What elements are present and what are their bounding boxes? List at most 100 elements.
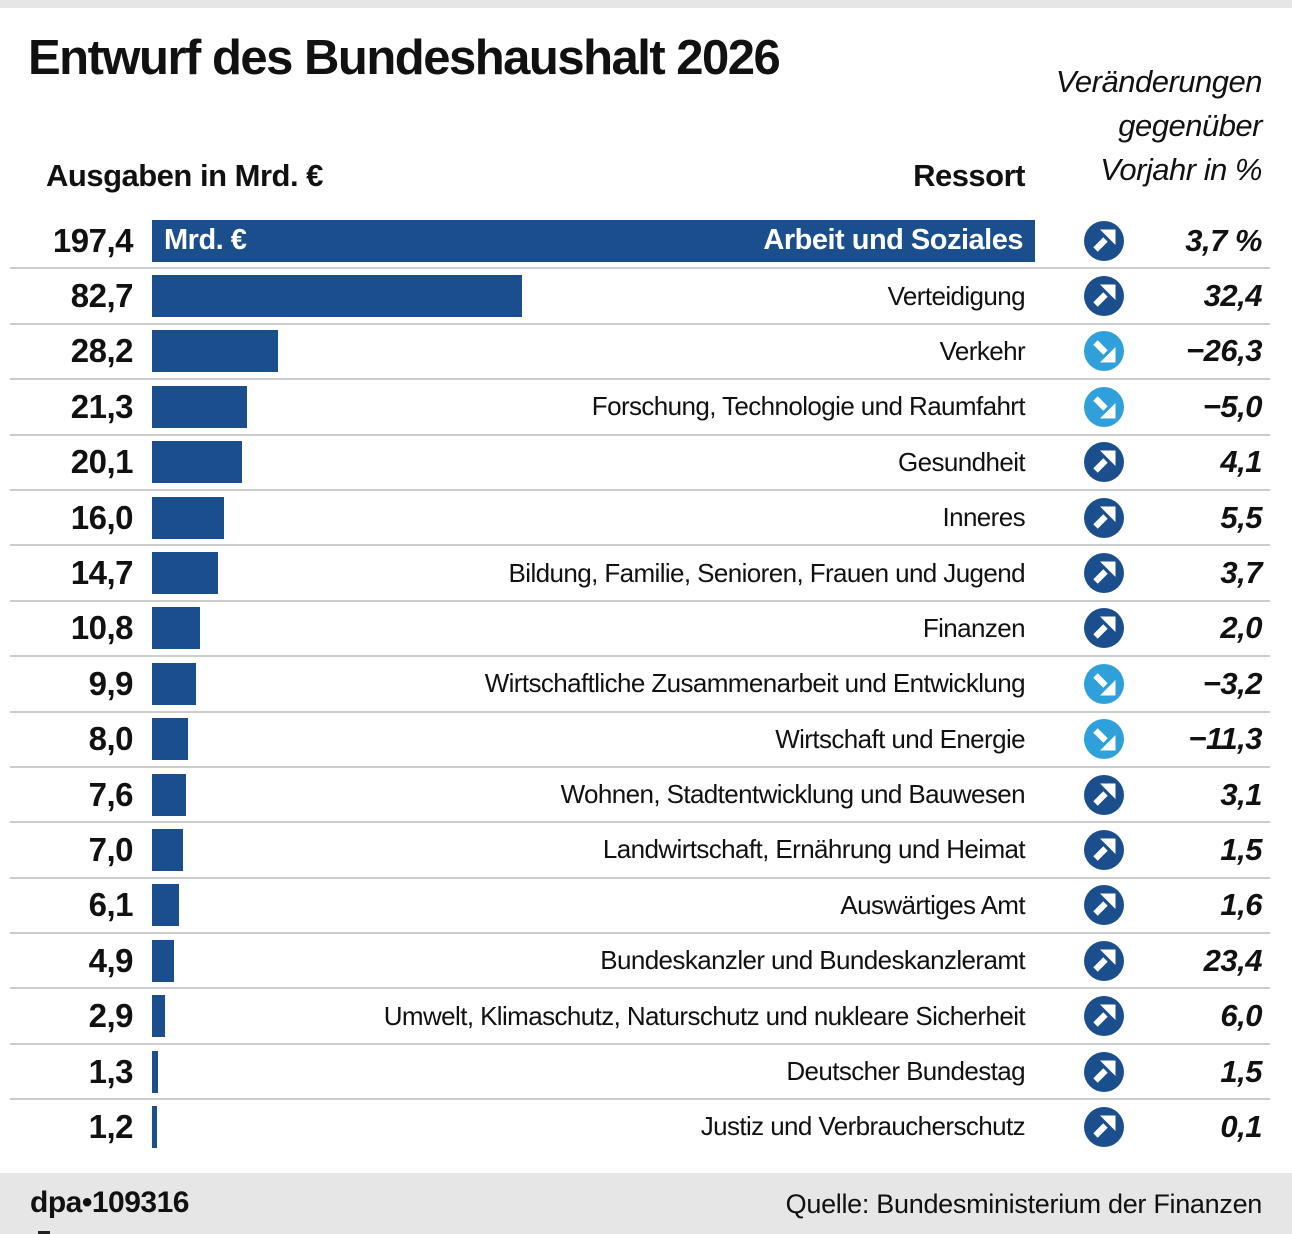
trend-arrow-icon bbox=[1084, 663, 1124, 704]
trend-arrow-icon bbox=[1084, 276, 1124, 317]
footer-bar: dpa•109316 Quelle: Bundesministerium der… bbox=[0, 1173, 1292, 1234]
ressort-label: Auswärtiges Amt bbox=[840, 889, 1025, 920]
bar-track bbox=[152, 441, 1035, 484]
bar-track bbox=[152, 275, 1035, 318]
bar-track bbox=[152, 385, 1035, 428]
budget-row: 1,3 Deutscher Bundestag 1,5 bbox=[0, 1044, 1292, 1101]
change-value: 3,1 bbox=[1220, 776, 1262, 812]
budget-bar bbox=[152, 828, 184, 871]
budget-bar bbox=[152, 884, 180, 927]
ressort-label: Wirtschaft und Energie bbox=[775, 723, 1025, 754]
ressort-label-in-bar: Arbeit und Soziales bbox=[763, 224, 1023, 257]
budget-row: 20,1 Gesundheit 4,1 bbox=[0, 435, 1292, 491]
cropped-text-fragment bbox=[38, 1231, 50, 1234]
expenditure-value: 4,9 bbox=[88, 941, 134, 979]
dpa-credit: dpa•109316 bbox=[30, 1186, 189, 1219]
ressort-label: Forschung, Technologie und Raumfahrt bbox=[591, 391, 1026, 422]
budget-bar: Mrd. € Arbeit und Soziales bbox=[152, 219, 1035, 262]
row-separator bbox=[10, 932, 1270, 935]
change-value: 6,0 bbox=[1220, 998, 1262, 1034]
ressort-label: Verkehr bbox=[939, 335, 1026, 366]
change-value: 1,6 bbox=[1220, 887, 1262, 923]
change-value: 32,4 bbox=[1203, 278, 1263, 314]
trend-arrow-icon bbox=[1084, 996, 1124, 1037]
change-value: 1,5 bbox=[1220, 831, 1262, 867]
row-separator bbox=[10, 876, 1270, 879]
top-border-strip bbox=[0, 0, 1292, 8]
bar-track bbox=[152, 884, 1035, 927]
expenditure-value: 10,8 bbox=[70, 609, 134, 647]
budget-bar bbox=[152, 441, 242, 484]
ressort-label: Wohnen, Stadtentwicklung und Bauwesen bbox=[560, 779, 1026, 810]
bar-track bbox=[152, 330, 1035, 373]
bar-track: Mrd. € Arbeit und Soziales bbox=[152, 219, 1035, 262]
change-value: 3,7 bbox=[1220, 555, 1262, 591]
ressort-label: Umwelt, Klimaschutz, Naturschutz und nuk… bbox=[383, 1000, 1026, 1031]
trend-arrow-icon bbox=[1084, 940, 1124, 981]
change-value: −3,2 bbox=[1202, 665, 1263, 701]
budget-row: 9,9 Wirtschaftliche Zusammenarbeit und E… bbox=[0, 656, 1292, 713]
ressort-column-header: Ressort bbox=[913, 158, 1025, 193]
expenditure-value: 9,9 bbox=[88, 664, 134, 702]
row-separator bbox=[10, 544, 1270, 547]
change-value: 3,7 % bbox=[1185, 222, 1262, 258]
ressort-label: Deutscher Bundestag bbox=[786, 1056, 1025, 1087]
source-note: Quelle: Bundesministerium der Finanzen bbox=[785, 1189, 1263, 1219]
row-separator bbox=[10, 267, 1270, 270]
change-header-line-1: Veränderungen bbox=[1055, 64, 1263, 99]
bar-track bbox=[152, 1050, 1035, 1093]
expenditure-value: 21,3 bbox=[70, 387, 134, 425]
budget-row: 16,0 Inneres 5,5 bbox=[0, 490, 1292, 547]
ressort-label: Justiz und Verbraucherschutz bbox=[700, 1111, 1026, 1142]
row-separator bbox=[10, 710, 1270, 713]
row-separator bbox=[10, 488, 1270, 491]
bar-track bbox=[152, 939, 1035, 982]
row-separator bbox=[10, 378, 1270, 381]
row-separator bbox=[10, 599, 1270, 602]
budget-row: 8,0 Wirtschaft und Energie −11,3 bbox=[0, 712, 1292, 768]
expenditure-value: 6,1 bbox=[88, 886, 134, 924]
trend-arrow-icon bbox=[1084, 220, 1124, 261]
trend-arrow-icon bbox=[1084, 774, 1124, 815]
expenditure-value: 14,7 bbox=[70, 554, 134, 592]
trend-arrow-icon bbox=[1084, 497, 1124, 538]
bar-unit-label: Mrd. € bbox=[164, 224, 247, 257]
budget-row: 2,9 Umwelt, Klimaschutz, Naturschutz und… bbox=[0, 988, 1292, 1045]
budget-row: 4,9 Bundeskanzler und Bundeskanzleramt 2… bbox=[0, 933, 1292, 990]
trend-arrow-icon bbox=[1084, 331, 1124, 372]
row-separator bbox=[10, 655, 1270, 658]
trend-arrow-icon bbox=[1084, 1106, 1124, 1147]
budget-bar bbox=[152, 385, 248, 428]
row-separator bbox=[10, 322, 1270, 325]
budget-row: 6,1 Auswärtiges Amt 1,6 bbox=[0, 878, 1292, 935]
ressort-label: Verteidigung bbox=[887, 280, 1026, 311]
expenditure-value: 2,9 bbox=[88, 997, 134, 1035]
change-value: 2,0 bbox=[1220, 610, 1262, 646]
page-title: Entwurf des Bundeshaushalt 2026 bbox=[28, 31, 781, 85]
budget-row: 7,6 Wohnen, Stadtentwicklung und Bauwese… bbox=[0, 767, 1292, 824]
expenditure-value: 28,2 bbox=[70, 332, 134, 370]
bar-track bbox=[152, 718, 1035, 761]
budget-bar bbox=[152, 496, 224, 539]
trend-arrow-icon bbox=[1084, 885, 1124, 926]
change-value: −26,3 bbox=[1186, 333, 1262, 369]
budget-row: 197,4 Mrd. € Arbeit und Soziales 3,7 % bbox=[0, 213, 1292, 270]
trend-arrow-icon bbox=[1084, 442, 1124, 483]
change-header-line-2: gegenüber bbox=[1118, 108, 1262, 143]
expenditure-value: 7,0 bbox=[88, 830, 134, 868]
budget-bar bbox=[152, 939, 174, 982]
bar-track bbox=[152, 662, 1035, 705]
bar-track bbox=[152, 552, 1035, 595]
bar-track bbox=[152, 995, 1035, 1038]
ressort-label: Bildung, Familie, Senioren, Frauen und J… bbox=[508, 557, 1026, 588]
row-separator bbox=[10, 1098, 1270, 1101]
ressort-label: Inneres bbox=[942, 502, 1025, 533]
row-separator bbox=[10, 821, 1270, 824]
budget-bar bbox=[152, 995, 165, 1038]
budget-bar bbox=[152, 1105, 158, 1148]
budget-bar bbox=[152, 275, 522, 318]
bar-track bbox=[152, 828, 1035, 871]
expenditure-value: 1,2 bbox=[88, 1107, 134, 1145]
change-column-header: Veränderungen gegenüber Vorjahr in % bbox=[1055, 60, 1263, 192]
change-value: 23,4 bbox=[1203, 942, 1263, 978]
